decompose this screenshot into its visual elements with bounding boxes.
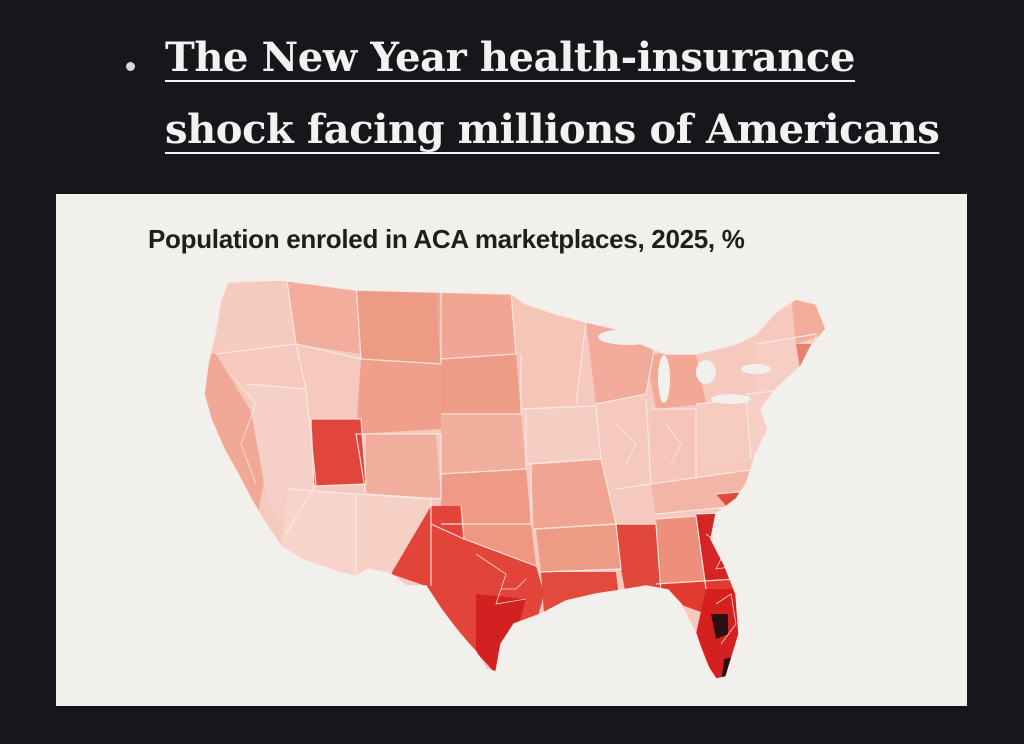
state-indiana	[651, 409, 696, 484]
headline-link[interactable]: The New Year health-insurance shock faci…	[165, 22, 1006, 166]
border-1	[285, 280, 362, 360]
state-alabama	[656, 516, 706, 592]
region-florida-central	[711, 614, 728, 639]
state-wyoming	[356, 359, 441, 434]
state-colorado	[366, 434, 441, 499]
state-north-dakota	[436, 289, 516, 359]
lake-ontario	[741, 364, 771, 374]
border-11	[355, 493, 432, 586]
border-5	[441, 354, 522, 415]
state-kansas	[441, 469, 531, 524]
border-6	[440, 414, 527, 475]
border-15	[535, 523, 622, 573]
border-39	[665, 423, 682, 465]
state-north-carolina	[751, 454, 826, 499]
us-choropleth-map	[203, 279, 827, 680]
border-2	[215, 343, 307, 390]
border-31	[460, 505, 465, 540]
great-lakes	[598, 329, 771, 404]
border-19	[651, 408, 697, 479]
state-south-dakota	[441, 354, 521, 414]
state-south-carolina	[716, 489, 771, 534]
border-37	[230, 373, 257, 485]
region-northwest	[204, 280, 296, 354]
border-17	[595, 338, 657, 405]
border-4	[440, 291, 517, 360]
border-8	[355, 433, 442, 500]
state-iowa	[521, 406, 601, 464]
lake-huron	[696, 360, 716, 384]
border-38	[615, 423, 637, 465]
headline-line-1: The New Year health-insurance	[165, 34, 856, 81]
border-40	[765, 418, 782, 450]
state-missouri	[531, 459, 616, 529]
state-ohio	[696, 399, 751, 469]
state-mississippi	[616, 524, 661, 596]
border-21	[650, 468, 757, 485]
state-arkansas	[536, 524, 621, 572]
lake-erie	[711, 394, 751, 404]
state-vermont	[796, 344, 818, 376]
headline-block: The New Year health-insurance shock faci…	[126, 22, 1006, 166]
border-27	[750, 453, 826, 465]
state-georgia	[696, 512, 756, 586]
border-23	[616, 523, 662, 595]
border-16	[575, 321, 587, 405]
state-california	[204, 354, 271, 524]
state-arizona	[281, 489, 356, 574]
border-12	[245, 383, 317, 535]
border-24	[655, 515, 707, 590]
region-south-texas	[476, 594, 526, 674]
state-minnesota	[511, 292, 586, 409]
border-34	[501, 578, 527, 590]
state-fills	[204, 280, 826, 679]
state-pennsylvania	[746, 389, 801, 459]
state-michigan	[646, 354, 706, 409]
border-36	[715, 593, 737, 645]
lake-michigan	[658, 355, 670, 403]
map-card: Population enroled in ACA marketplaces, …	[56, 194, 967, 706]
state-montana	[356, 284, 441, 369]
state-utah	[311, 419, 366, 486]
state-illinois	[601, 399, 651, 489]
border-9	[310, 418, 367, 487]
bullet-icon	[126, 62, 135, 71]
state-nebraska	[441, 414, 526, 474]
headline-line-2: shock facing millions of Americans	[165, 106, 940, 153]
map-title: Population enroled in ACA marketplaces, …	[148, 224, 745, 254]
border-7	[441, 464, 532, 525]
border-3	[360, 289, 442, 365]
state-idaho	[286, 280, 361, 354]
border-32	[655, 578, 737, 585]
